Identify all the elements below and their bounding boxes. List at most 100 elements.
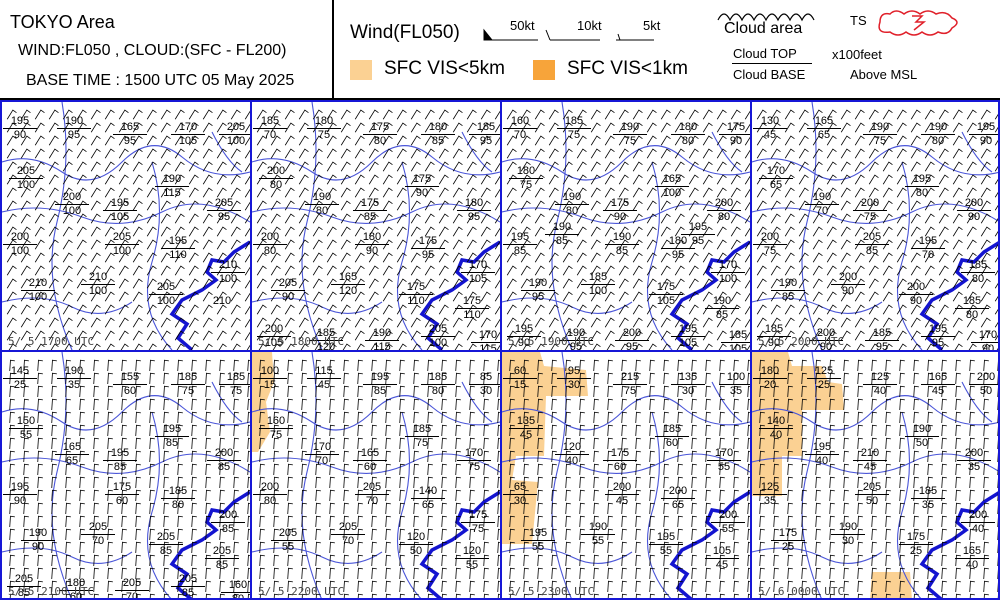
wind-barb — [385, 359, 391, 372]
wind-barb — [565, 554, 571, 567]
wind-barb — [593, 424, 599, 437]
wind-barb — [354, 174, 365, 185]
wind-barb — [756, 278, 767, 289]
wind-barb — [441, 450, 447, 463]
wind-barb — [287, 398, 293, 411]
wind-barb — [65, 424, 71, 437]
wind-barb — [759, 567, 765, 580]
wind-barb — [955, 541, 961, 554]
wind-barb — [705, 398, 711, 411]
wind-barb — [562, 330, 573, 341]
wind-barb — [480, 109, 491, 120]
wind-barb — [382, 109, 393, 120]
wind-barb — [576, 265, 587, 276]
cloud-base-value: 85 — [165, 437, 179, 449]
cloud-top-value: 175 — [899, 532, 933, 545]
wind-barb — [230, 109, 241, 120]
wind-barb — [733, 528, 739, 541]
wind-barb — [593, 528, 599, 541]
wind-barb — [326, 122, 337, 133]
wind-barb — [674, 330, 685, 341]
wind-barb — [160, 174, 171, 185]
cloud-top-value: 205 — [219, 122, 250, 135]
wind-barb — [938, 200, 949, 211]
wind-barb — [955, 359, 961, 372]
wind-barb — [216, 161, 227, 172]
wind-barb — [593, 359, 599, 372]
map-panel-2200[interactable]: 100 15 115 45 195 85 185 80 85 30 160 75 170 70 165 60 1… — [252, 352, 500, 600]
cloud-base-value: 80 — [971, 273, 985, 285]
wind-barb — [854, 135, 865, 146]
wind-barb — [121, 411, 127, 424]
wind-barb — [677, 502, 683, 515]
cloud-base-value: 75 — [471, 523, 485, 535]
wind-barb — [955, 450, 961, 463]
wind-barb — [523, 554, 529, 567]
wind-barb — [455, 424, 461, 437]
wind-barb — [65, 502, 71, 515]
wind-barb — [896, 226, 907, 237]
wind-barb — [815, 515, 821, 528]
wind-barb — [733, 385, 739, 398]
wind-barb — [202, 291, 213, 302]
map-panel-2000[interactable]: 130 45 165 65 190 75 190 80 195 90 170 65 190 70 200 75… — [752, 102, 1000, 350]
map-panel-1900[interactable]: 160 70 185 75 190 75 180 80 175 90 180 75 190 80 175 90… — [502, 102, 750, 350]
wind-barb — [798, 239, 809, 250]
wind-barb — [854, 122, 865, 133]
cloud-top-value: 200 — [809, 328, 843, 341]
wind-barb — [216, 187, 227, 198]
wind-barb — [674, 161, 685, 172]
wind-barb — [424, 200, 435, 211]
coastline — [419, 240, 500, 350]
wind-barb — [548, 265, 559, 276]
wind-barb — [146, 200, 157, 211]
map-panel-0000[interactable]: 180 20 125 25 125 40 165 45 200 50 140 40 195 40 210 45… — [752, 352, 1000, 600]
wind-barb — [966, 213, 977, 224]
cloud-label: 100 15 — [253, 366, 287, 391]
wind-barb — [719, 385, 725, 398]
wind-barb — [230, 174, 241, 185]
wind-barb — [730, 304, 741, 315]
wind-barb — [174, 200, 185, 211]
wind-barb — [354, 226, 365, 237]
map-panel-1800[interactable]: 185 70 180 75 175 80 180 85 185 95 200 80 190 80 175 85… — [252, 102, 500, 350]
wind-barb — [899, 593, 905, 600]
wind-barb — [579, 502, 585, 515]
wind-barb — [730, 187, 741, 198]
map-panel-2100[interactable]: 145 25 190 35 155 60 185 75 185 75 150 55 165 65 195 85… — [2, 352, 250, 600]
wind-barb — [441, 385, 447, 398]
map-panel-2300[interactable]: 60 15 95 30 215 75 135 30 100 35 135 45 120 40 175 60 18… — [502, 352, 750, 600]
wind-barb — [37, 554, 43, 567]
wind-barb — [205, 541, 211, 554]
subtitle: WIND:FL050 , CLOUD:(SFC - FL200) — [18, 42, 287, 59]
wind-barb — [730, 161, 741, 172]
wind-barb — [174, 317, 185, 328]
wind-barb — [480, 200, 491, 211]
cloud-base-value: 105 — [728, 343, 748, 351]
wind-barb — [329, 476, 335, 489]
wind-barb — [65, 580, 71, 593]
wind-barb — [259, 463, 265, 476]
wind-barb — [160, 252, 171, 263]
wind-barb — [62, 148, 73, 159]
wind-barb — [216, 109, 227, 120]
wind-barb — [23, 359, 29, 372]
cloud-label: 175 95 — [411, 236, 445, 261]
wind-barb — [537, 398, 543, 411]
wind-barb — [371, 515, 377, 528]
wind-barb — [9, 554, 15, 567]
wind-barb — [163, 502, 169, 515]
wind-barb — [20, 174, 31, 185]
wind-barb — [660, 174, 671, 185]
wind-barb — [702, 278, 713, 289]
wind-barb — [343, 489, 349, 502]
wind-barb — [660, 148, 671, 159]
wind-barb — [219, 528, 225, 541]
map-panel-1700[interactable]: 195 90 190 95 165 95 170 105 205 100 205 100 200 100 1… — [2, 102, 250, 350]
wind-barb — [924, 239, 935, 250]
wind-barb — [590, 291, 601, 302]
wind-barb — [646, 213, 657, 224]
wind-barb — [62, 135, 73, 146]
wind-barb — [801, 567, 807, 580]
wind-barb — [298, 213, 309, 224]
